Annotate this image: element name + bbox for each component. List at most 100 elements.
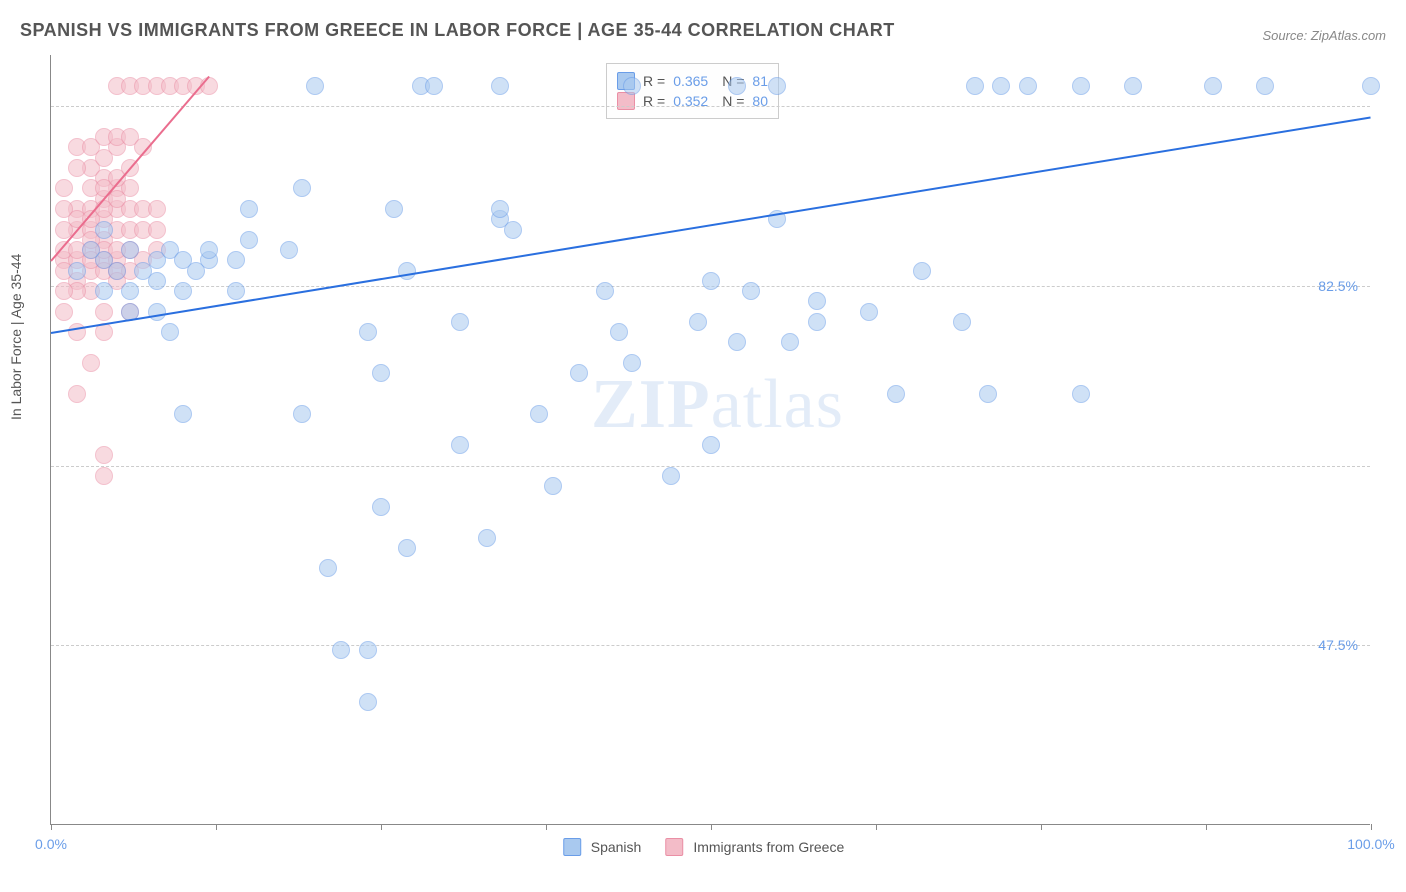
chart-title: SPANISH VS IMMIGRANTS FROM GREECE IN LAB… bbox=[20, 20, 895, 41]
scatter-point-greece bbox=[68, 385, 86, 403]
scatter-point-spanish bbox=[398, 539, 416, 557]
scatter-point-spanish bbox=[425, 77, 443, 95]
scatter-point-spanish bbox=[95, 221, 113, 239]
scatter-point-spanish bbox=[148, 303, 166, 321]
scatter-point-spanish bbox=[319, 559, 337, 577]
x-tick-label: 100.0% bbox=[1347, 836, 1394, 852]
x-tick bbox=[711, 824, 712, 830]
scatter-point-greece bbox=[55, 282, 73, 300]
scatter-point-greece bbox=[95, 303, 113, 321]
scatter-point-spanish bbox=[979, 385, 997, 403]
scatter-point-spanish bbox=[610, 323, 628, 341]
stat-r-label: R = bbox=[643, 73, 665, 89]
scatter-point-spanish bbox=[1362, 77, 1380, 95]
plot-area: ZIPatlas R =0.365N =81R =0.352N =80 Span… bbox=[50, 55, 1370, 825]
watermark: ZIPatlas bbox=[591, 365, 844, 445]
scatter-point-spanish bbox=[451, 313, 469, 331]
scatter-point-greece bbox=[95, 446, 113, 464]
scatter-point-spanish bbox=[544, 477, 562, 495]
scatter-point-spanish bbox=[68, 262, 86, 280]
scatter-point-spanish bbox=[860, 303, 878, 321]
scatter-point-spanish bbox=[161, 323, 179, 341]
x-tick bbox=[216, 824, 217, 830]
scatter-point-spanish bbox=[293, 405, 311, 423]
trend-line-spanish bbox=[51, 117, 1371, 335]
y-tick-label: 47.5% bbox=[1318, 637, 1358, 653]
scatter-point-spanish bbox=[359, 641, 377, 659]
scatter-point-spanish bbox=[596, 282, 614, 300]
scatter-point-spanish bbox=[992, 77, 1010, 95]
scatter-point-spanish bbox=[530, 405, 548, 423]
scatter-point-spanish bbox=[240, 231, 258, 249]
scatter-point-spanish bbox=[808, 313, 826, 331]
scatter-point-spanish bbox=[913, 262, 931, 280]
scatter-point-greece bbox=[95, 467, 113, 485]
scatter-point-spanish bbox=[887, 385, 905, 403]
scatter-point-spanish bbox=[728, 333, 746, 351]
scatter-point-spanish bbox=[306, 77, 324, 95]
scatter-point-greece bbox=[148, 221, 166, 239]
scatter-point-spanish bbox=[108, 262, 126, 280]
scatter-point-spanish bbox=[174, 405, 192, 423]
x-tick bbox=[1371, 824, 1372, 830]
scatter-point-spanish bbox=[1072, 77, 1090, 95]
scatter-point-greece bbox=[68, 159, 86, 177]
x-tick bbox=[1041, 824, 1042, 830]
scatter-point-spanish bbox=[491, 200, 509, 218]
scatter-point-spanish bbox=[781, 333, 799, 351]
scatter-point-spanish bbox=[702, 436, 720, 454]
scatter-point-spanish bbox=[332, 641, 350, 659]
x-tick bbox=[51, 824, 52, 830]
scatter-point-spanish bbox=[82, 241, 100, 259]
source-attribution: Source: ZipAtlas.com bbox=[1262, 28, 1386, 43]
series-legend: Spanish Immigrants from Greece bbox=[563, 838, 859, 856]
legend-label: Immigrants from Greece bbox=[693, 839, 844, 855]
scatter-point-spanish bbox=[174, 282, 192, 300]
x-tick bbox=[546, 824, 547, 830]
x-tick bbox=[1206, 824, 1207, 830]
scatter-point-greece bbox=[148, 200, 166, 218]
legend-label: Spanish bbox=[591, 839, 642, 855]
scatter-point-spanish bbox=[702, 272, 720, 290]
scatter-point-greece bbox=[82, 354, 100, 372]
scatter-point-spanish bbox=[808, 292, 826, 310]
scatter-point-spanish bbox=[227, 282, 245, 300]
scatter-point-spanish bbox=[280, 241, 298, 259]
scatter-point-spanish bbox=[1019, 77, 1037, 95]
scatter-point-spanish bbox=[1256, 77, 1274, 95]
gridline bbox=[51, 466, 1370, 467]
x-tick-label: 0.0% bbox=[35, 836, 67, 852]
scatter-point-spanish bbox=[1072, 385, 1090, 403]
scatter-point-spanish bbox=[662, 467, 680, 485]
scatter-point-spanish bbox=[359, 693, 377, 711]
scatter-point-spanish bbox=[966, 77, 984, 95]
scatter-point-spanish bbox=[742, 282, 760, 300]
scatter-point-spanish bbox=[689, 313, 707, 331]
stat-n-value: 81 bbox=[752, 73, 768, 89]
scatter-point-spanish bbox=[570, 364, 588, 382]
scatter-point-spanish bbox=[372, 364, 390, 382]
scatter-point-spanish bbox=[372, 498, 390, 516]
legend-swatch bbox=[665, 838, 683, 856]
gridline bbox=[51, 106, 1370, 107]
scatter-point-greece bbox=[200, 77, 218, 95]
scatter-point-spanish bbox=[623, 77, 641, 95]
scatter-point-greece bbox=[55, 179, 73, 197]
scatter-point-spanish bbox=[478, 529, 496, 547]
scatter-point-spanish bbox=[95, 282, 113, 300]
scatter-point-greece bbox=[55, 303, 73, 321]
x-tick bbox=[381, 824, 382, 830]
scatter-point-spanish bbox=[728, 77, 746, 95]
y-axis-label: In Labor Force | Age 35-44 bbox=[8, 254, 24, 420]
scatter-point-spanish bbox=[293, 179, 311, 197]
scatter-point-spanish bbox=[240, 200, 258, 218]
scatter-point-spanish bbox=[359, 323, 377, 341]
scatter-point-spanish bbox=[227, 251, 245, 269]
scatter-point-spanish bbox=[1204, 77, 1222, 95]
scatter-point-spanish bbox=[1124, 77, 1142, 95]
y-tick-label: 82.5% bbox=[1318, 278, 1358, 294]
scatter-point-spanish bbox=[768, 77, 786, 95]
scatter-point-spanish bbox=[953, 313, 971, 331]
scatter-point-spanish bbox=[451, 436, 469, 454]
scatter-point-spanish bbox=[504, 221, 522, 239]
